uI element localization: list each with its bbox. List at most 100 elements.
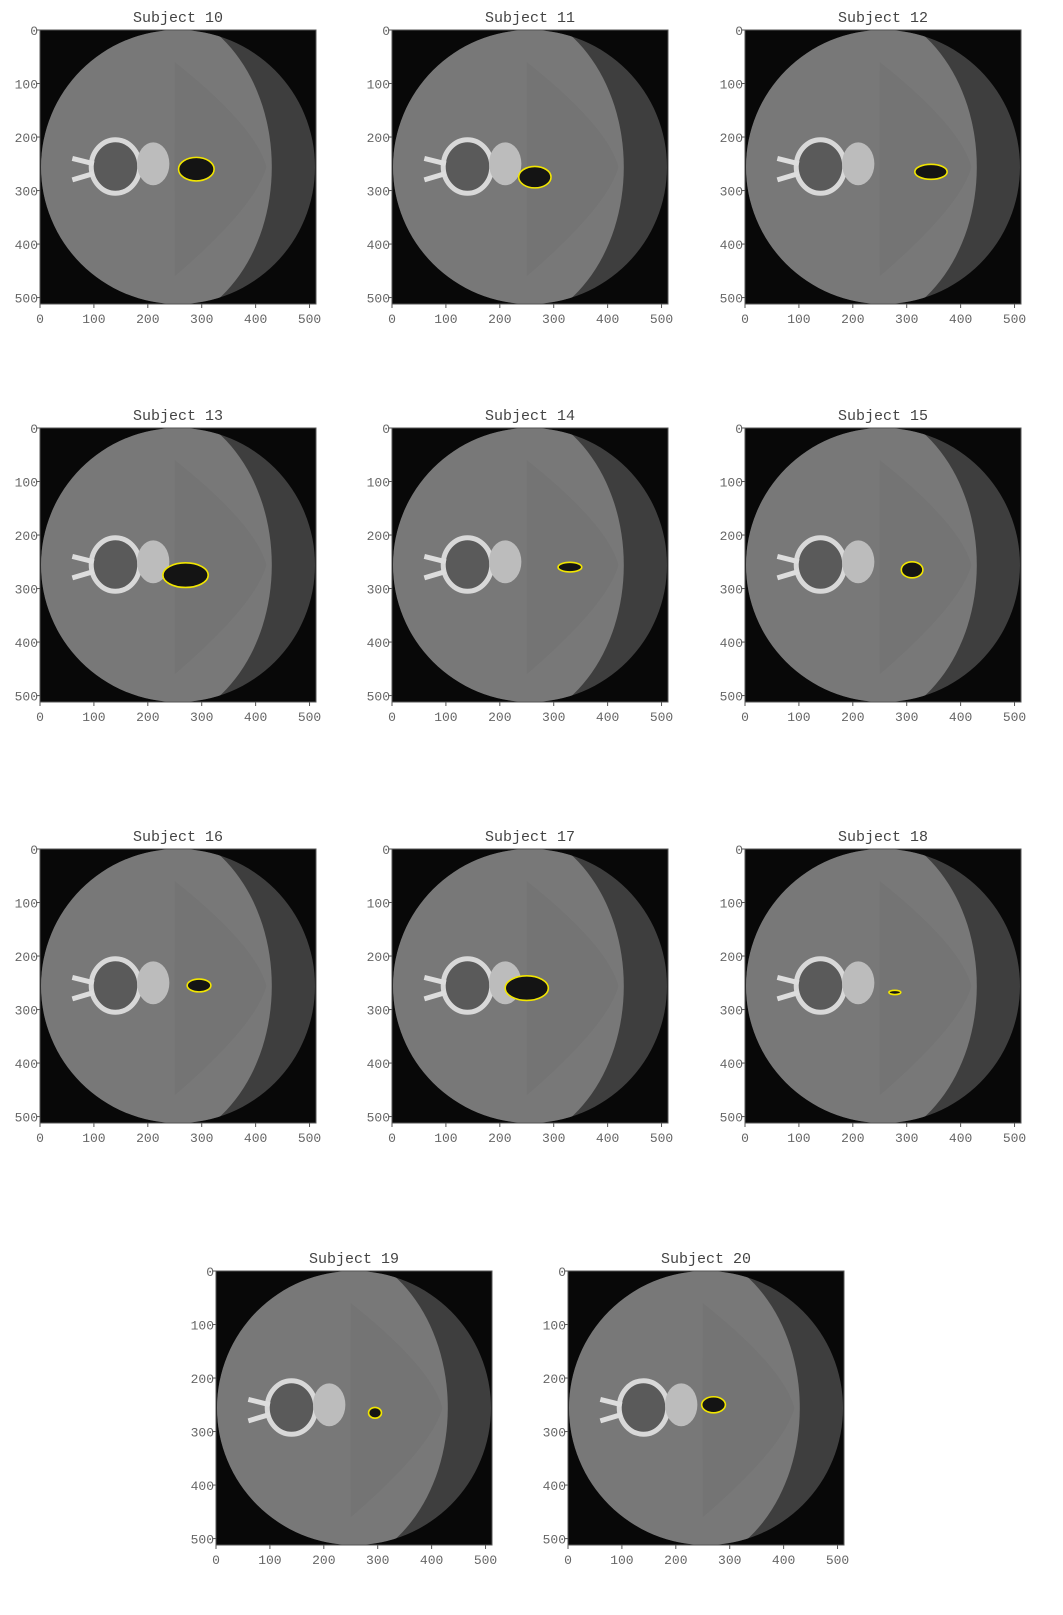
x-tick-label: 500	[650, 312, 673, 327]
y-tick-label: 200	[543, 1372, 566, 1387]
vertebra	[443, 959, 492, 1013]
x-tick-label: 0	[212, 1553, 220, 1568]
vertebral-body	[313, 1383, 345, 1426]
y-tick-label: 100	[367, 78, 390, 93]
y-tick-label: 200	[720, 950, 743, 965]
x-tick-label: 300	[895, 312, 918, 327]
y-tick-label: 0	[382, 843, 390, 858]
y-tick-label: 0	[558, 1265, 566, 1280]
y-tick-label: 300	[367, 1004, 390, 1019]
x-tick-label: 100	[787, 710, 810, 725]
y-tick-label: 0	[382, 422, 390, 437]
y-tick-label: 400	[367, 1057, 390, 1072]
x-tick-label: 100	[610, 1553, 633, 1568]
y-tick-label: 100	[367, 897, 390, 912]
vertebra	[267, 1381, 316, 1435]
airway-contour	[519, 166, 551, 187]
y-tick-label: 0	[30, 422, 38, 437]
x-tick-label: 400	[949, 1131, 972, 1146]
airway-contour	[369, 1407, 382, 1418]
x-tick-label: 0	[36, 1131, 44, 1146]
airway-contour	[179, 157, 215, 181]
panel-title: Subject 15	[838, 408, 928, 425]
y-tick-label: 200	[367, 529, 390, 544]
x-tick-label: 300	[542, 312, 565, 327]
x-tick-label: 300	[542, 710, 565, 725]
x-tick-label: 0	[741, 1131, 749, 1146]
panel: Subject 15010020030040050001002003004005…	[720, 404, 1027, 725]
x-tick-label: 200	[841, 710, 864, 725]
x-tick-label: 0	[741, 312, 749, 327]
x-tick-label: 400	[596, 312, 619, 327]
x-tick-label: 300	[895, 1131, 918, 1146]
y-tick-label: 100	[543, 1319, 566, 1334]
y-tick-label: 0	[735, 24, 743, 39]
x-tick-label: 300	[895, 710, 918, 725]
x-tick-label: 100	[82, 312, 105, 327]
vertebral-body	[137, 142, 169, 185]
panel: Subject 13010020030040050001002003004005…	[15, 404, 322, 725]
panel-title: Subject 20	[661, 1251, 751, 1268]
vertebra	[796, 538, 845, 592]
panel-title: Subject 13	[133, 408, 223, 425]
y-tick-label: 100	[720, 78, 743, 93]
y-tick-label: 200	[15, 131, 38, 146]
airway-contour	[187, 979, 211, 992]
x-tick-label: 500	[298, 312, 321, 327]
figure: Subject 10 0 100 200 300 400 500 0 100 200 300 400 5…	[0, 0, 1063, 1610]
x-tick-label: 400	[772, 1553, 795, 1568]
x-tick-label: 400	[949, 312, 972, 327]
x-tick-label: 200	[312, 1553, 335, 1568]
vertebra	[91, 140, 140, 194]
y-tick-label: 100	[15, 476, 38, 491]
x-tick-label: 100	[258, 1553, 281, 1568]
vertebra	[619, 1381, 668, 1435]
y-tick-label: 500	[191, 1533, 214, 1548]
x-tick-label: 400	[596, 710, 619, 725]
airway-contour	[702, 1397, 726, 1413]
y-tick-label: 500	[15, 1111, 38, 1126]
panel-title: Subject 10	[133, 10, 223, 27]
y-tick-label: 400	[543, 1479, 566, 1494]
y-tick-label: 500	[15, 690, 38, 705]
x-tick-label: 500	[1003, 1131, 1026, 1146]
panel-title: Subject 12	[838, 10, 928, 27]
y-tick-label: 400	[191, 1479, 214, 1494]
y-tick-label: 500	[720, 690, 743, 705]
y-tick-label: 200	[720, 529, 743, 544]
x-tick-label: 500	[474, 1553, 497, 1568]
panel-title: Subject 17	[485, 829, 575, 846]
vertebral-body	[665, 1383, 697, 1426]
y-tick-label: 300	[720, 1004, 743, 1019]
vertebra	[443, 140, 492, 194]
vertebral-body	[842, 540, 874, 583]
vertebral-body	[842, 142, 874, 185]
x-tick-label: 400	[596, 1131, 619, 1146]
vertebra	[91, 538, 140, 592]
x-tick-label: 200	[841, 312, 864, 327]
vertebral-body	[137, 961, 169, 1004]
y-tick-label: 500	[15, 292, 38, 307]
x-tick-label: 100	[82, 710, 105, 725]
panel: Subject 18010020030040050001002003004005…	[720, 825, 1027, 1146]
y-tick-label: 100	[191, 1319, 214, 1334]
vertebra	[796, 140, 845, 194]
x-tick-label: 200	[136, 1131, 159, 1146]
y-tick-label: 100	[720, 476, 743, 491]
vertebra	[91, 959, 140, 1013]
x-tick-label: 300	[366, 1553, 389, 1568]
panel-title: Subject 14	[485, 408, 575, 425]
x-tick-label: 500	[650, 1131, 673, 1146]
y-tick-label: 500	[543, 1533, 566, 1548]
vertebral-body	[489, 142, 521, 185]
y-tick-label: 100	[15, 78, 38, 93]
y-tick-label: 300	[543, 1426, 566, 1441]
y-tick-label: 0	[30, 24, 38, 39]
y-tick-label: 200	[367, 950, 390, 965]
x-tick-label: 500	[298, 1131, 321, 1146]
x-tick-label: 300	[542, 1131, 565, 1146]
x-tick-label: 200	[136, 710, 159, 725]
